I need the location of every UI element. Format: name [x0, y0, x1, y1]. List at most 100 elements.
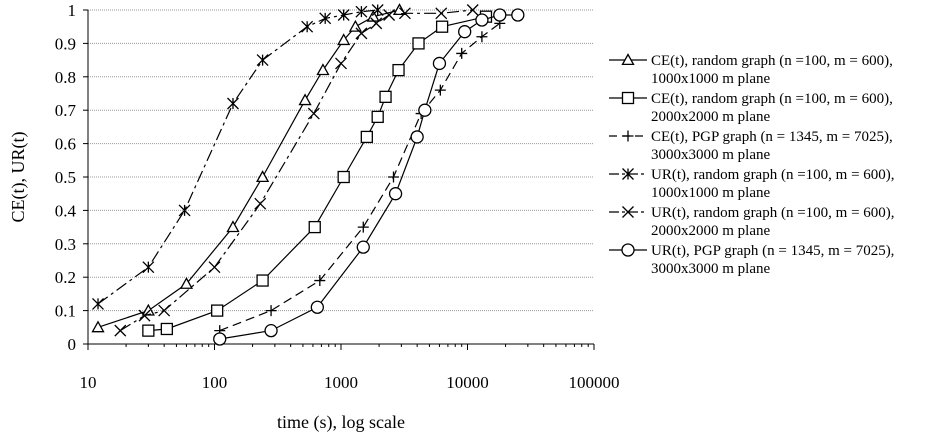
- data-point: [314, 275, 326, 287]
- series-2: [142, 10, 493, 337]
- x-tick-label: 100000: [569, 373, 620, 392]
- data-point: [466, 4, 479, 16]
- data-point: [476, 31, 488, 43]
- legend-label-line2: 2000x2000 m plane: [651, 223, 770, 239]
- data-point: [142, 324, 155, 337]
- legend-label: CE(t), random graph (n =100, m = 600),: [651, 53, 893, 69]
- data-point: [92, 297, 104, 310]
- data-point: [264, 323, 278, 338]
- x-tick-label: 10000: [446, 373, 489, 392]
- y-tick-label: 0.7: [55, 101, 77, 120]
- data-point: [337, 9, 350, 21]
- data-point: [475, 13, 489, 27]
- y-tick-label: 0.4: [55, 201, 77, 220]
- data-point: [458, 25, 472, 39]
- axes: [83, 9, 595, 350]
- legend-label: UR(t), PGP graph (n = 1345, m = 7025),: [651, 243, 894, 259]
- data-point: [226, 220, 240, 233]
- data-point: [211, 304, 224, 317]
- legend-entry-6: UR(t), PGP graph (n = 1345, m = 7025), 30…: [609, 243, 894, 277]
- data-point: [418, 103, 432, 117]
- data-point: [383, 9, 396, 21]
- legend: CE(t), random graph (n =100, m = 600), 10…: [609, 53, 895, 277]
- data-point: [316, 63, 330, 76]
- data-point: [493, 8, 507, 22]
- data-point: [335, 57, 347, 70]
- y-tick-label: 1: [68, 1, 77, 20]
- data-point: [410, 130, 424, 144]
- legend-marker: [621, 53, 635, 66]
- data-point: [298, 93, 312, 106]
- series-line: [219, 22, 501, 332]
- legend-entry-4: UR(t), random graph (n =100, m = 600), 10…: [609, 167, 895, 201]
- series-6: [213, 8, 525, 346]
- grid-lines: [88, 9, 594, 312]
- data-point: [256, 274, 269, 287]
- data-point: [337, 33, 351, 46]
- data-point: [412, 37, 425, 50]
- data-point: [387, 171, 399, 183]
- x-tick-label: 100: [202, 373, 228, 392]
- data-point: [213, 332, 227, 346]
- data-point: [301, 20, 314, 33]
- series-4: [92, 4, 384, 310]
- data-point: [256, 54, 269, 67]
- legend-label: UR(t), random graph (n =100, m = 600),: [651, 167, 895, 183]
- series-5: [114, 4, 479, 337]
- legend-entry-3: CE(t), PGP graph (n = 1345, m = 7025), 30…: [609, 129, 893, 163]
- x-tick-label: 1000: [324, 373, 358, 392]
- data-point: [138, 309, 151, 322]
- data-point: [356, 240, 370, 254]
- legend-label: CE(t), random graph (n =100, m = 600),: [651, 91, 893, 107]
- data-point: [337, 170, 350, 184]
- legend-marker: [621, 243, 635, 257]
- legend-label-line2: 3000x3000 m plane: [651, 261, 770, 277]
- data-point: [208, 261, 221, 274]
- data-point: [160, 322, 173, 336]
- y-tick-label: 0: [68, 335, 77, 354]
- data-point: [388, 187, 403, 201]
- legend-entry-2: CE(t), random graph (n =100, m = 600), 20…: [609, 91, 893, 125]
- x-tick-label: 10: [80, 373, 97, 392]
- y-tick-label: 0.5: [55, 168, 76, 187]
- data-point: [310, 300, 324, 314]
- data-point: [114, 324, 127, 337]
- data-point: [348, 19, 363, 32]
- data-point: [434, 84, 446, 96]
- y-tick-label: 0.8: [55, 68, 76, 87]
- data-point: [254, 197, 267, 210]
- data-point: [511, 8, 525, 22]
- y-tick-label: 0.6: [55, 135, 76, 154]
- data-point: [178, 204, 191, 217]
- series-line: [119, 9, 473, 332]
- x-axis-title: time (s), log scale: [277, 412, 405, 433]
- data-point: [360, 130, 373, 144]
- data-point: [308, 220, 321, 234]
- legend-entry-1: CE(t), random graph (n =100, m = 600), 10…: [609, 53, 893, 87]
- data-point: [307, 107, 320, 120]
- data-point: [91, 320, 105, 333]
- data-point: [357, 221, 369, 233]
- legend-marker: [621, 91, 635, 105]
- data-point: [456, 47, 468, 59]
- series-line: [97, 9, 400, 328]
- data-point: [371, 4, 384, 16]
- data-point: [435, 20, 449, 33]
- y-tick-label: 0.3: [55, 235, 76, 254]
- legend-label-line2: 2000x2000 m plane: [651, 109, 770, 125]
- y-tick-label: 0.9: [55, 34, 76, 53]
- data-point: [379, 90, 392, 103]
- data-point: [141, 303, 155, 316]
- data-point: [255, 170, 270, 183]
- data-point: [392, 3, 407, 16]
- data-point: [392, 63, 405, 77]
- data-point: [179, 277, 194, 289]
- data-point: [319, 12, 332, 25]
- legend-label: CE(t), PGP graph (n = 1345, m = 7025),: [651, 129, 893, 145]
- y-axis-title: CE(t), UR(t): [8, 132, 29, 223]
- data-point: [398, 7, 411, 20]
- legend-label-line2: 1000x1000 m plane: [651, 71, 770, 87]
- data-point: [265, 305, 277, 317]
- series-1: [91, 3, 407, 333]
- plot-area: [91, 3, 525, 346]
